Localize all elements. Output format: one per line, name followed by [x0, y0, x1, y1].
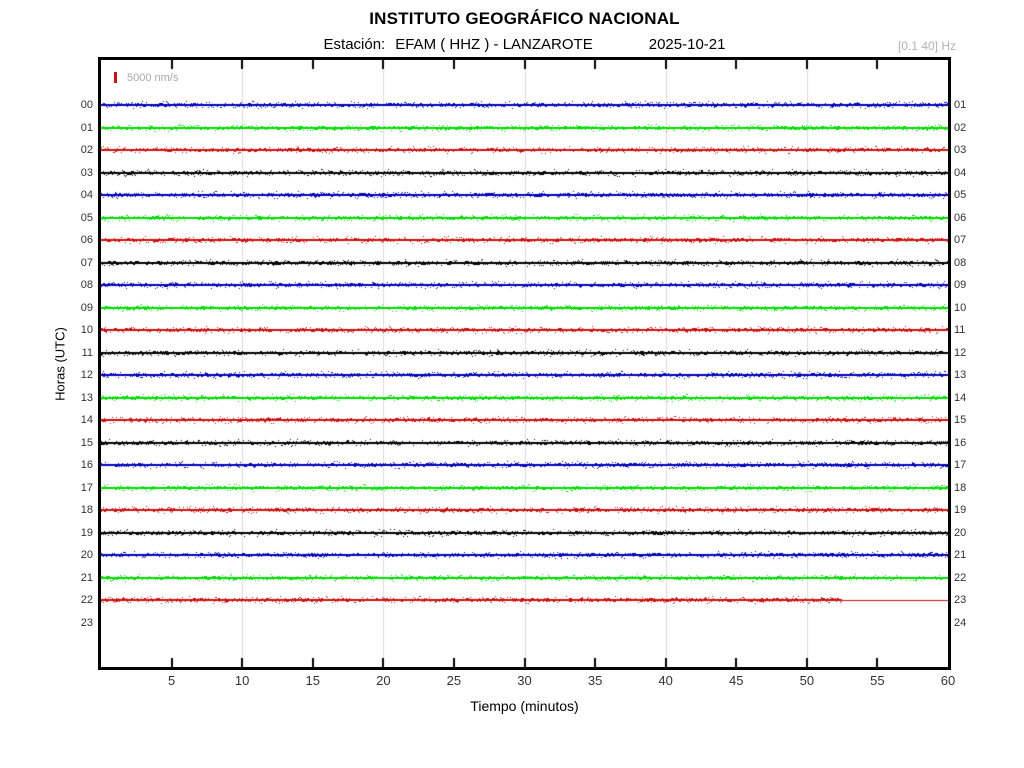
hour-label-left: 06	[80, 234, 93, 246]
hour-label-right: 21	[954, 549, 967, 561]
x-tick-label: 35	[587, 673, 603, 688]
hour-label-right: 04	[954, 166, 967, 179]
hour-label-left: 17	[80, 481, 93, 494]
hour-label-right: 10	[954, 301, 967, 314]
amplitude-scale-label: 5000 nm/s	[127, 72, 179, 84]
hour-label-right: 15	[954, 414, 967, 426]
x-tick-label: 40	[658, 673, 673, 688]
hour-label-left: 15	[80, 436, 93, 449]
plot-frame	[98, 57, 951, 670]
hour-label-left: 07	[80, 256, 93, 269]
hour-label-left: 09	[80, 301, 93, 314]
hour-label-left: 12	[80, 369, 93, 381]
station-label: Estación:	[323, 36, 386, 53]
y-axis-title: Horas (UTC)	[52, 327, 68, 401]
hour-label-left: 22	[80, 594, 93, 606]
filter-band-label: [0.1 40] Hz	[897, 39, 956, 53]
hour-label-right: 20	[954, 526, 967, 539]
hour-label-left: 05	[80, 211, 93, 224]
hour-label-right: 05	[954, 189, 967, 201]
helicorder-canvas	[101, 60, 948, 667]
hour-label-right: 17	[954, 459, 967, 471]
x-tick-label: 15	[305, 673, 320, 688]
hour-label-right: 23	[954, 594, 967, 606]
hour-label-left: 16	[80, 459, 93, 471]
x-tick-label: 30	[517, 673, 532, 688]
hour-label-right: 06	[954, 211, 967, 224]
hour-label-left: 10	[80, 324, 93, 336]
hour-label-left: 18	[80, 504, 93, 516]
hour-label-left: 08	[80, 279, 93, 291]
hour-label-right: 07	[954, 234, 967, 246]
hour-label-left: 02	[80, 144, 93, 156]
hour-label-left: 13	[80, 391, 93, 404]
x-tick-label: 45	[729, 673, 744, 688]
x-tick-label: 60	[940, 673, 956, 688]
hour-label-left: 03	[80, 166, 93, 179]
hour-label-right: 02	[954, 121, 967, 134]
hour-label-right: 19	[954, 504, 967, 516]
hour-label-right: 08	[954, 256, 967, 269]
hour-label-right: 22	[954, 571, 967, 584]
station-part: Estación: EFAM ( HHZ ) - LANZAROTE	[324, 36, 593, 53]
page-title: INSTITUTO GEOGRÁFICO NACIONAL	[369, 9, 680, 28]
hour-label-left: 00	[80, 99, 93, 111]
hour-label-right: 09	[954, 279, 967, 291]
hour-label-left: 01	[80, 121, 93, 134]
hour-label-left: 20	[80, 549, 93, 561]
hour-label-left: 23	[80, 616, 93, 629]
x-tick-label: 5	[167, 673, 176, 688]
x-tick-label: 50	[799, 673, 815, 688]
amplitude-scale-marker	[114, 72, 117, 83]
hour-label-right: 16	[954, 436, 967, 449]
hour-label-left: 21	[80, 571, 93, 584]
subtitle: Estación: EFAM ( HHZ ) - LANZAROTE 2025-…	[98, 36, 951, 53]
x-axis-title: Tiempo (minutos)	[470, 698, 579, 714]
hour-label-left: 19	[80, 526, 93, 539]
hour-label-right: 12	[954, 346, 967, 359]
hour-label-right: 01	[954, 99, 967, 111]
x-tick-label: 25	[446, 673, 462, 688]
station-name: EFAM ( HHZ ) - LANZAROTE	[395, 36, 593, 53]
x-tick-label: 20	[376, 673, 391, 688]
hour-label-right: 14	[954, 391, 967, 404]
hour-label-right: 13	[954, 369, 967, 381]
hour-label-left: 11	[81, 346, 93, 359]
hour-label-right: 11	[954, 324, 966, 336]
hour-label-right: 24	[954, 616, 967, 629]
hour-label-right: 03	[954, 144, 967, 156]
x-tick-label: 10	[234, 673, 250, 688]
hour-label-left: 04	[80, 189, 93, 201]
hour-label-left: 14	[80, 414, 93, 426]
hour-label-right: 18	[954, 481, 967, 494]
x-tick-label: 55	[870, 673, 885, 688]
date-label: 2025-10-21	[648, 36, 726, 53]
